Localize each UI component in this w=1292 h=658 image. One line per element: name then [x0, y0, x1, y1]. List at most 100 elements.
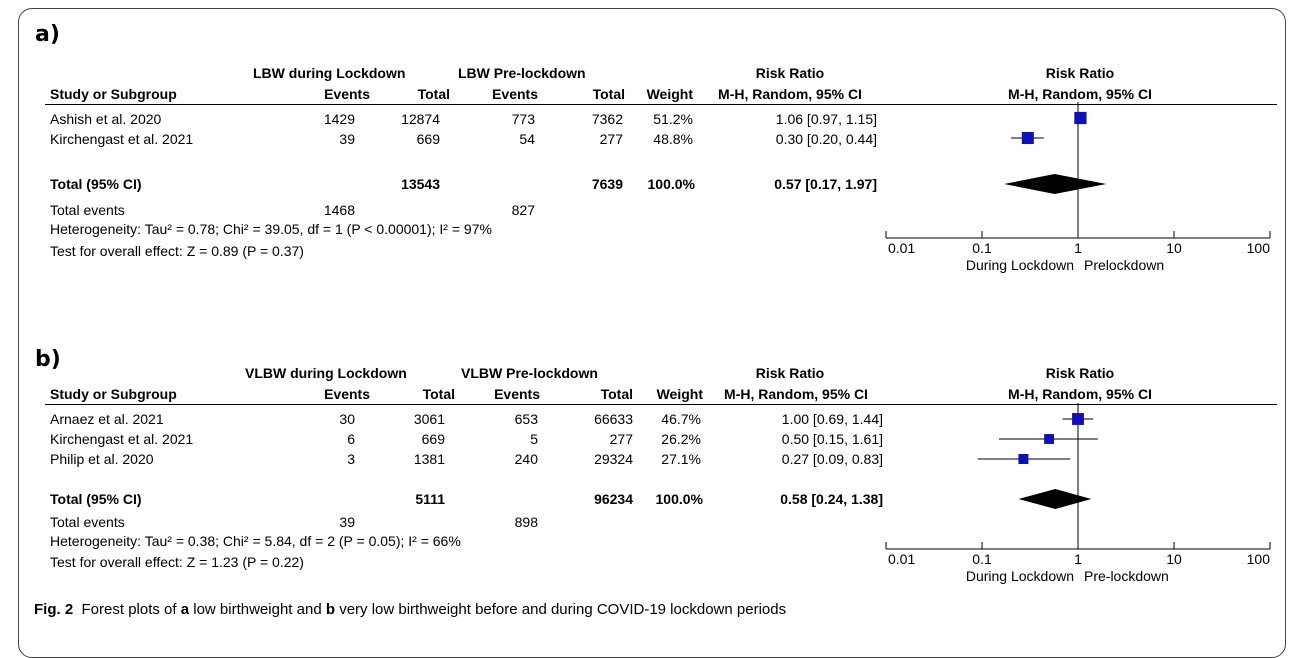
group2-header: LBW Pre-lockdown [458, 65, 586, 81]
total-events1: 1468 [323, 202, 355, 218]
tick-label: 0.1 [972, 240, 992, 256]
total2-sum: 7639 [591, 176, 623, 192]
events2-cell: 54 [519, 131, 535, 147]
total1-cell: 669 [421, 431, 445, 447]
header-rule [45, 404, 1277, 405]
study-marker [1018, 454, 1029, 464]
plot-method-header: M-H, Random, 95% CI [1008, 386, 1152, 402]
ci-cell: 0.27 [0.09, 0.83] [781, 451, 883, 467]
rr-header: Risk Ratio [755, 365, 825, 381]
heterogeneity-text: Heterogeneity: Tau² = 0.78; Chi² = 39.05… [50, 221, 492, 237]
header-rule [45, 104, 1277, 105]
events2-header: Events [494, 386, 540, 402]
heterogeneity-text: Heterogeneity: Tau² = 0.38; Chi² = 5.84,… [50, 533, 461, 549]
method-header: M-H, Random, 95% CI [724, 386, 868, 402]
tick-label: 100 [1247, 240, 1271, 256]
events2-header: Events [492, 86, 538, 102]
weight-sum: 100.0% [647, 176, 695, 192]
group1-header: VLBW during Lockdown [245, 365, 407, 381]
study-marker [1021, 131, 1034, 145]
total1-header: Total [422, 386, 455, 402]
plot-method-header: M-H, Random, 95% CI [1008, 86, 1152, 102]
tick-label: 10 [1166, 551, 1182, 567]
total2-cell: 7362 [591, 111, 623, 127]
total1-sum: 5111 [415, 491, 445, 507]
study-header: Study or Subgroup [50, 86, 177, 102]
forest-plot: 0.01 0.1 1 10 100 During Lockdown Pre-lockdown [885, 403, 1271, 584]
total-events2: 898 [514, 514, 538, 530]
events1-header: Events [324, 86, 370, 102]
tick-label: 10 [1166, 240, 1182, 256]
ci-cell: 1.00 [0.69, 1.44] [781, 411, 883, 427]
caption-b-label: b [325, 601, 336, 618]
total1-header: Total [417, 86, 450, 102]
weight-sum: 100.0% [655, 491, 703, 507]
tick-label: 0.01 [888, 551, 915, 567]
pooled-diamond [1018, 489, 1092, 509]
total2-sum: 96234 [594, 491, 633, 507]
panel-label: b) [35, 347, 61, 372]
total1-cell: 12874 [401, 111, 440, 127]
caption-a-label: a [180, 601, 190, 618]
total-events1: 39 [339, 514, 355, 530]
tick-label: 1 [1074, 551, 1082, 567]
total-events-label: Total events [50, 202, 125, 218]
total-label: Total (95% CI) [50, 491, 142, 507]
method-header: M-H, Random, 95% CI [718, 86, 862, 102]
panel-b: b) VLBW during Lockdown VLBW Pre-lockdow… [0, 325, 1292, 615]
total2-cell: 29324 [594, 451, 633, 467]
favours-left-label: During Lockdown [966, 568, 1074, 584]
events1-header: Events [324, 386, 370, 402]
total1-sum: 13543 [401, 176, 440, 192]
tick-label: 1 [1074, 240, 1082, 256]
panel-a: a) LBW during Lockdown LBW Pre-lockdown … [0, 0, 1292, 290]
pooled-ci: 0.58 [0.24, 1.38] [780, 491, 883, 507]
ci-cell: 0.50 [0.15, 1.61] [781, 431, 883, 447]
study-name: Arnaez et al. 2021 [50, 411, 164, 427]
total2-header: Total [592, 86, 625, 102]
pooled-diamond [1004, 174, 1107, 194]
group2-header: VLBW Pre-lockdown [461, 365, 598, 381]
plot-rr-header: Risk Ratio [1045, 65, 1115, 81]
weight-cell: 26.2% [661, 431, 701, 447]
favours-left-label: During Lockdown [966, 257, 1074, 273]
figure-caption: Fig. 2 Forest plots of a low birthweight… [34, 601, 786, 618]
events1-cell: 39 [339, 131, 355, 147]
study-name: Kirchengast et al. 2021 [50, 431, 194, 447]
events2-cell: 5 [530, 431, 538, 447]
weight-cell: 51.2% [653, 111, 693, 127]
favours-right-label: Pre-lockdown [1084, 568, 1169, 584]
total1-cell: 669 [416, 131, 440, 147]
tick-label: 0.1 [972, 551, 992, 567]
events1-cell: 30 [339, 411, 355, 427]
events2-cell: 240 [514, 451, 538, 467]
events1-cell: 1429 [323, 111, 355, 127]
total-label: Total (95% CI) [50, 176, 142, 192]
study-marker [1072, 413, 1084, 425]
total-events-label: Total events [50, 514, 125, 530]
total2-cell: 277 [599, 131, 623, 147]
events1-cell: 6 [347, 431, 355, 447]
total-events2: 827 [511, 202, 535, 218]
pooled-ci: 0.57 [0.17, 1.97] [774, 176, 877, 192]
total2-cell: 66633 [594, 411, 633, 427]
figure-label: Fig. 2 [34, 601, 74, 618]
total1-cell: 1381 [413, 451, 445, 467]
weight-cell: 46.7% [661, 411, 701, 427]
study-name: Ashish et al. 2020 [50, 111, 162, 127]
caption-text: very low birthweight before and during C… [339, 601, 787, 618]
weight-cell: 27.1% [661, 451, 701, 467]
favours-right-label: Prelockdown [1084, 257, 1164, 273]
total1-cell: 3061 [413, 411, 445, 427]
forest-plot: 0.01 0.1 1 10 100 During Lockdown Prelockdown [885, 102, 1271, 273]
study-header: Study or Subgroup [50, 386, 177, 402]
study-marker [1044, 434, 1055, 444]
study-name: Kirchengast et al. 2021 [50, 131, 194, 147]
study-name: Philip et al. 2020 [50, 451, 154, 467]
events2-cell: 653 [514, 411, 538, 427]
tick-label: 100 [1247, 551, 1271, 567]
ci-cell: 1.06 [0.97, 1.15] [775, 111, 877, 127]
events2-cell: 773 [511, 111, 535, 127]
caption-text: low birthweight and [193, 601, 322, 618]
weight-header: Weight [656, 386, 703, 402]
